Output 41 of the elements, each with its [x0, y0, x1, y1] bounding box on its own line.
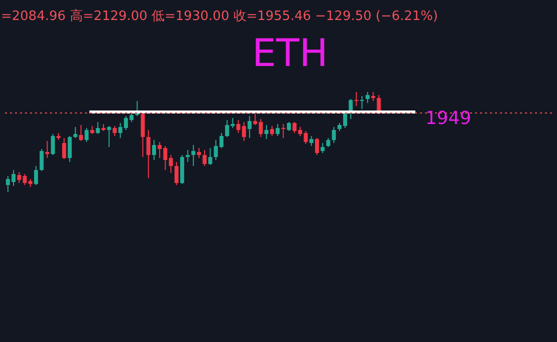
candlestick: [309, 136, 314, 146]
candlestick: [332, 126, 336, 144]
candlestick: [107, 126, 112, 148]
candlestick: [264, 124, 268, 140]
text: 1949: [425, 108, 472, 129]
candlestick: [253, 114, 258, 126]
candlestick: [96, 122, 100, 134]
candlestick: [34, 166, 38, 186]
candlestick: [112, 126, 117, 136]
candlestick: [45, 140, 50, 158]
candlestick: [248, 116, 252, 138]
candlestick: [158, 142, 162, 158]
candlestick: [17, 172, 22, 184]
candlestick: [202, 150, 207, 166]
text: =2084.96 高=2129.00 低=1930.00 收=1955.46 −129.50 (−6.21%): [1, 8, 438, 24]
candlestick: [73, 126, 78, 138]
candlestick: [270, 126, 274, 136]
candlestick: [191, 144, 196, 166]
candlestick: [146, 130, 150, 178]
candlestick: [196, 148, 201, 158]
candlestick: [276, 124, 280, 136]
candlestick: [140, 112, 145, 158]
candlestick: [62, 138, 66, 160]
candlestick: [315, 138, 320, 156]
candlestick: [281, 124, 286, 138]
candlestick: [186, 150, 190, 162]
candlestick: [360, 96, 364, 110]
candlestick: [258, 118, 263, 138]
candlestick: [320, 142, 325, 154]
candlestick: [152, 140, 156, 160]
chart-title: ETH: [252, 31, 328, 75]
candlestick: [68, 136, 72, 162]
candlestick: [366, 92, 370, 104]
candlestick: [84, 128, 89, 142]
candlestick: [50, 134, 55, 156]
candlestick: [208, 148, 212, 166]
candlestick: [174, 162, 179, 186]
candlestick: [304, 130, 308, 144]
candlestick: [354, 92, 358, 106]
candlestick: [40, 148, 44, 172]
candlestick: [78, 124, 83, 142]
